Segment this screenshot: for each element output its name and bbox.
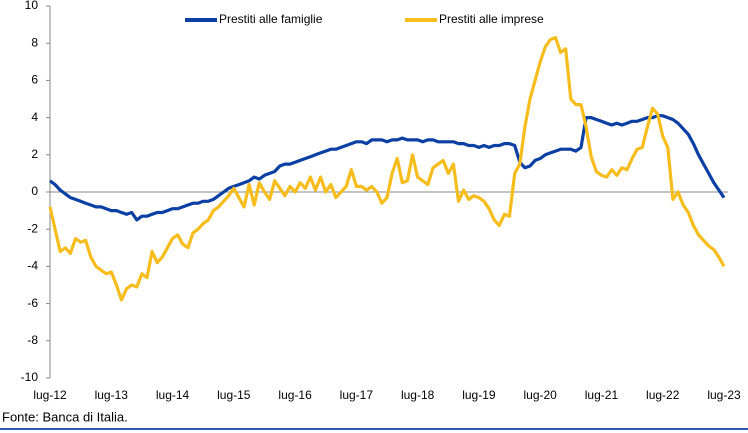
x-tick-label: lug-23 (707, 388, 741, 402)
legend-label: Prestiti alle imprese (439, 12, 544, 26)
x-tick-label: lug-18 (401, 388, 435, 402)
y-tick-label: -10 (21, 370, 39, 384)
y-tick-label: -6 (27, 296, 38, 310)
x-tick-label: lug-22 (646, 388, 680, 402)
x-tick-label: lug-21 (585, 388, 619, 402)
y-tick-label: 4 (31, 110, 38, 124)
y-tick-label: 0 (31, 184, 38, 198)
x-tick-label: lug-15 (217, 388, 251, 402)
x-tick-label: lug-12 (33, 388, 67, 402)
x-tick-label: lug-19 (462, 388, 496, 402)
y-tick-label: -8 (27, 333, 38, 347)
x-tick-label: lug-13 (95, 388, 129, 402)
x-tick-label: lug-16 (278, 388, 312, 402)
y-tick-label: 8 (31, 35, 38, 49)
y-tick-label: 2 (31, 147, 38, 161)
series-line (49, 114, 726, 222)
x-tick-label: lug-20 (524, 388, 558, 402)
y-tick-label: -4 (27, 259, 38, 273)
x-tick-label: lug-14 (156, 388, 190, 402)
y-tick-label: -2 (27, 221, 38, 235)
y-tick-label: 10 (25, 0, 39, 12)
x-tick-label: lug-17 (340, 388, 374, 402)
series-line (48, 36, 726, 302)
source: Fonte: Banca di Italia. (2, 409, 128, 424)
legend-label: Prestiti alle famiglie (219, 12, 323, 26)
y-tick-label: 6 (31, 73, 38, 87)
